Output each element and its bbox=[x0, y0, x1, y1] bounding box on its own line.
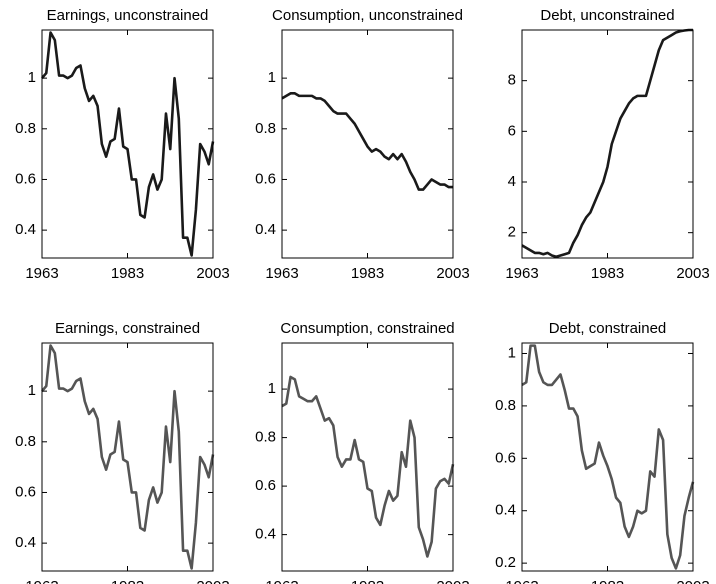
y-tick-label: 0.6 bbox=[495, 449, 516, 466]
x-tick-label: 1963 bbox=[265, 578, 298, 584]
axes-frame bbox=[41, 29, 214, 259]
y-tick-label: 0.8 bbox=[15, 120, 36, 137]
x-tick-label: 1983 bbox=[351, 265, 384, 282]
y-tick-label: 8 bbox=[508, 72, 516, 89]
panel-title: Debt, constrained bbox=[549, 320, 667, 337]
x-tick-label: 2003 bbox=[436, 265, 469, 282]
x-tick-label: 2003 bbox=[196, 265, 229, 282]
y-tick-label: 1 bbox=[268, 380, 276, 397]
x-tick-label: 2003 bbox=[676, 265, 709, 282]
y-tick-label: 4 bbox=[508, 173, 516, 190]
data-line bbox=[521, 344, 695, 570]
y-tick-label: 2 bbox=[508, 224, 516, 241]
x-tick-label: 2003 bbox=[436, 578, 469, 584]
y-tick-label: 1 bbox=[28, 382, 36, 399]
y-tick-label: 0.8 bbox=[15, 433, 36, 450]
axes-frame bbox=[41, 342, 214, 572]
data-line bbox=[41, 31, 215, 257]
axes-frame bbox=[281, 342, 454, 572]
data-line bbox=[41, 344, 215, 570]
x-tick-label: 2003 bbox=[196, 578, 229, 584]
x-tick-label: 1983 bbox=[111, 578, 144, 584]
y-tick-label: 0.6 bbox=[15, 170, 36, 187]
y-tick-label: 0.6 bbox=[255, 477, 276, 494]
data-line bbox=[521, 28, 693, 259]
y-tick-label: 0.4 bbox=[495, 502, 516, 519]
panel-title: Earnings, unconstrained bbox=[47, 7, 209, 24]
y-tick-label: 0.4 bbox=[15, 534, 36, 551]
y-tick-label: 1 bbox=[268, 69, 276, 86]
x-tick-label: 1963 bbox=[505, 578, 538, 584]
x-tick-label: 1963 bbox=[505, 265, 538, 282]
y-tick-label: 0.2 bbox=[495, 554, 516, 571]
axes-frame bbox=[521, 29, 694, 259]
x-tick-label: 2003 bbox=[676, 578, 709, 584]
x-tick-label: 1983 bbox=[351, 578, 384, 584]
x-tick-label: 1983 bbox=[591, 265, 624, 282]
x-tick-label: 1963 bbox=[25, 265, 58, 282]
x-tick-label: 1983 bbox=[591, 578, 624, 584]
y-tick-label: 0.4 bbox=[15, 221, 36, 238]
data-line bbox=[281, 375, 455, 558]
y-tick-label: 0.4 bbox=[255, 221, 276, 238]
y-tick-label: 0.8 bbox=[255, 120, 276, 137]
y-tick-label: 6 bbox=[508, 122, 516, 139]
y-tick-label: 1 bbox=[508, 344, 516, 361]
panel-title: Debt, unconstrained bbox=[540, 7, 674, 24]
panel-title: Consumption, constrained bbox=[280, 320, 454, 337]
y-tick-label: 0.8 bbox=[255, 429, 276, 446]
y-tick-label: 0.4 bbox=[255, 526, 276, 543]
x-tick-label: 1963 bbox=[25, 578, 58, 584]
x-tick-label: 1963 bbox=[265, 265, 298, 282]
x-tick-label: 1983 bbox=[111, 265, 144, 282]
y-tick-label: 1 bbox=[28, 69, 36, 86]
panel-title: Consumption, unconstrained bbox=[272, 7, 463, 24]
y-tick-label: 0.6 bbox=[15, 483, 36, 500]
y-tick-label: 0.8 bbox=[495, 397, 516, 414]
panel-title: Earnings, constrained bbox=[55, 320, 200, 337]
data-line bbox=[281, 92, 453, 191]
y-tick-label: 0.6 bbox=[255, 170, 276, 187]
